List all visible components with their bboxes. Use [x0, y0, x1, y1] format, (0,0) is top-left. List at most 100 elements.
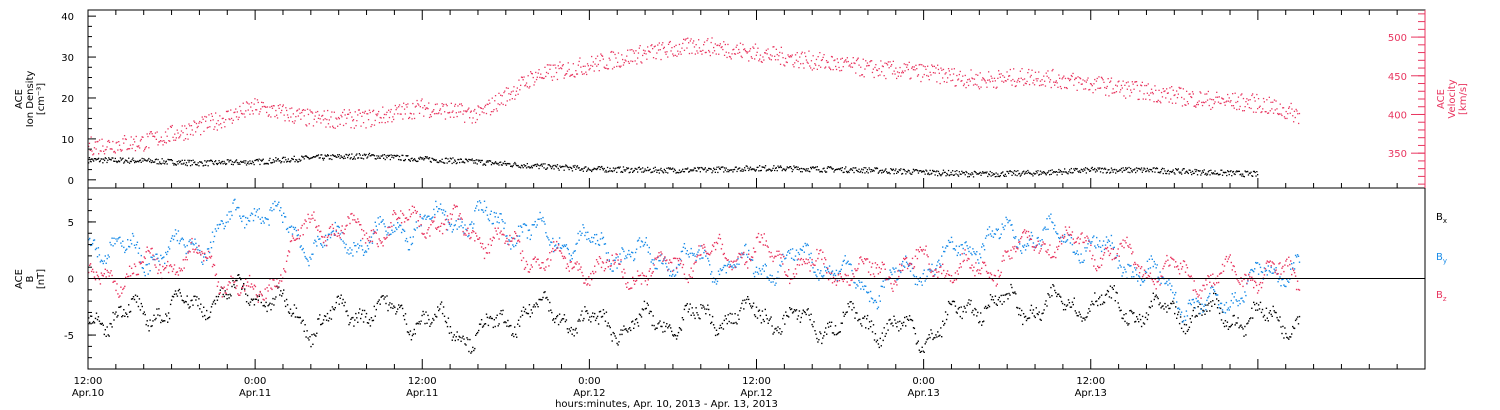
density-point — [262, 158, 264, 160]
bx-point — [424, 322, 426, 325]
density-point — [919, 170, 921, 172]
density-point — [970, 174, 972, 176]
density-point — [525, 167, 528, 169]
velocity-point — [1026, 80, 1028, 83]
density-point — [571, 167, 573, 170]
bx-point — [605, 311, 608, 313]
by-point — [754, 271, 757, 273]
velocity-point — [671, 47, 673, 49]
bx-point — [121, 316, 123, 318]
velocity-point — [1298, 122, 1300, 125]
velocity-point — [1238, 108, 1240, 110]
by-point — [428, 215, 430, 217]
velocity-point — [1191, 96, 1193, 99]
bx-point — [679, 328, 682, 330]
velocity-point — [722, 48, 724, 51]
bx-point — [130, 298, 133, 300]
velocity-point — [134, 150, 137, 152]
density-point — [936, 170, 938, 172]
by-point — [236, 207, 238, 209]
bx-point — [147, 325, 149, 327]
bx-point — [561, 318, 564, 320]
by-point — [504, 222, 506, 224]
density-point — [1002, 171, 1004, 173]
density-point — [896, 172, 898, 174]
bx-point — [1156, 296, 1158, 298]
bx-point — [183, 301, 185, 304]
bx-point — [802, 309, 804, 311]
by-point — [530, 234, 532, 236]
by-point — [892, 267, 894, 269]
bx-point — [449, 326, 452, 328]
bx-point — [1009, 294, 1011, 296]
velocity-point — [111, 148, 113, 150]
density-point — [205, 164, 207, 166]
velocity-point — [232, 119, 234, 121]
by-point — [268, 224, 270, 226]
bx-point — [982, 321, 984, 323]
bx-point — [111, 326, 113, 328]
density-point — [257, 160, 259, 162]
by-point — [135, 244, 138, 246]
velocity-point — [341, 116, 343, 118]
velocity-point — [766, 53, 768, 55]
density-point — [1222, 171, 1225, 173]
density-point — [266, 162, 269, 165]
by-point — [155, 253, 157, 255]
velocity-point — [95, 148, 97, 150]
bx-point — [559, 321, 562, 323]
velocity-point — [96, 141, 98, 143]
density-point — [1085, 172, 1087, 174]
by-point — [520, 226, 523, 228]
by-point — [282, 221, 284, 223]
density-point — [427, 157, 429, 159]
bx-point — [425, 311, 427, 313]
velocity-point — [652, 48, 654, 50]
velocity-point — [1115, 84, 1117, 86]
density-point — [499, 161, 501, 164]
density-point — [1102, 172, 1104, 174]
bx-point — [552, 319, 554, 321]
velocity-point — [739, 42, 742, 44]
bx-point — [150, 325, 152, 328]
density-point — [250, 162, 252, 164]
density-point — [296, 159, 298, 161]
density-point — [551, 166, 554, 168]
by-point — [275, 205, 277, 207]
velocity-point — [829, 67, 831, 69]
bx-point — [555, 317, 557, 320]
velocity-point — [1171, 86, 1173, 88]
velocity-point — [445, 103, 447, 105]
bx-point — [488, 317, 491, 319]
by-point — [893, 268, 895, 270]
by-point — [928, 268, 930, 270]
density-point — [608, 170, 610, 172]
by-point — [957, 252, 959, 254]
density-point — [1105, 168, 1107, 170]
velocity-point — [823, 54, 825, 56]
velocity-point — [1228, 97, 1230, 99]
by-point — [921, 284, 923, 286]
bx-point — [469, 338, 471, 341]
density-point — [1150, 169, 1153, 171]
by-point — [94, 248, 97, 251]
density-point — [853, 171, 855, 174]
bx-point — [133, 298, 136, 301]
by-point — [730, 266, 732, 268]
velocity-point — [643, 52, 645, 54]
velocity-point — [948, 70, 950, 72]
bx-point — [903, 321, 905, 324]
density-point — [510, 165, 513, 167]
bx-point — [880, 345, 882, 347]
velocity-point — [609, 59, 611, 61]
velocity-point — [476, 118, 478, 121]
by-point — [437, 210, 439, 213]
density-point — [993, 173, 995, 175]
by-point — [577, 232, 579, 235]
by-point — [940, 264, 942, 267]
density-point — [1241, 175, 1243, 177]
density-point — [496, 163, 498, 165]
density-point — [140, 161, 142, 163]
by-point — [242, 215, 244, 218]
velocity-point — [1166, 92, 1169, 94]
